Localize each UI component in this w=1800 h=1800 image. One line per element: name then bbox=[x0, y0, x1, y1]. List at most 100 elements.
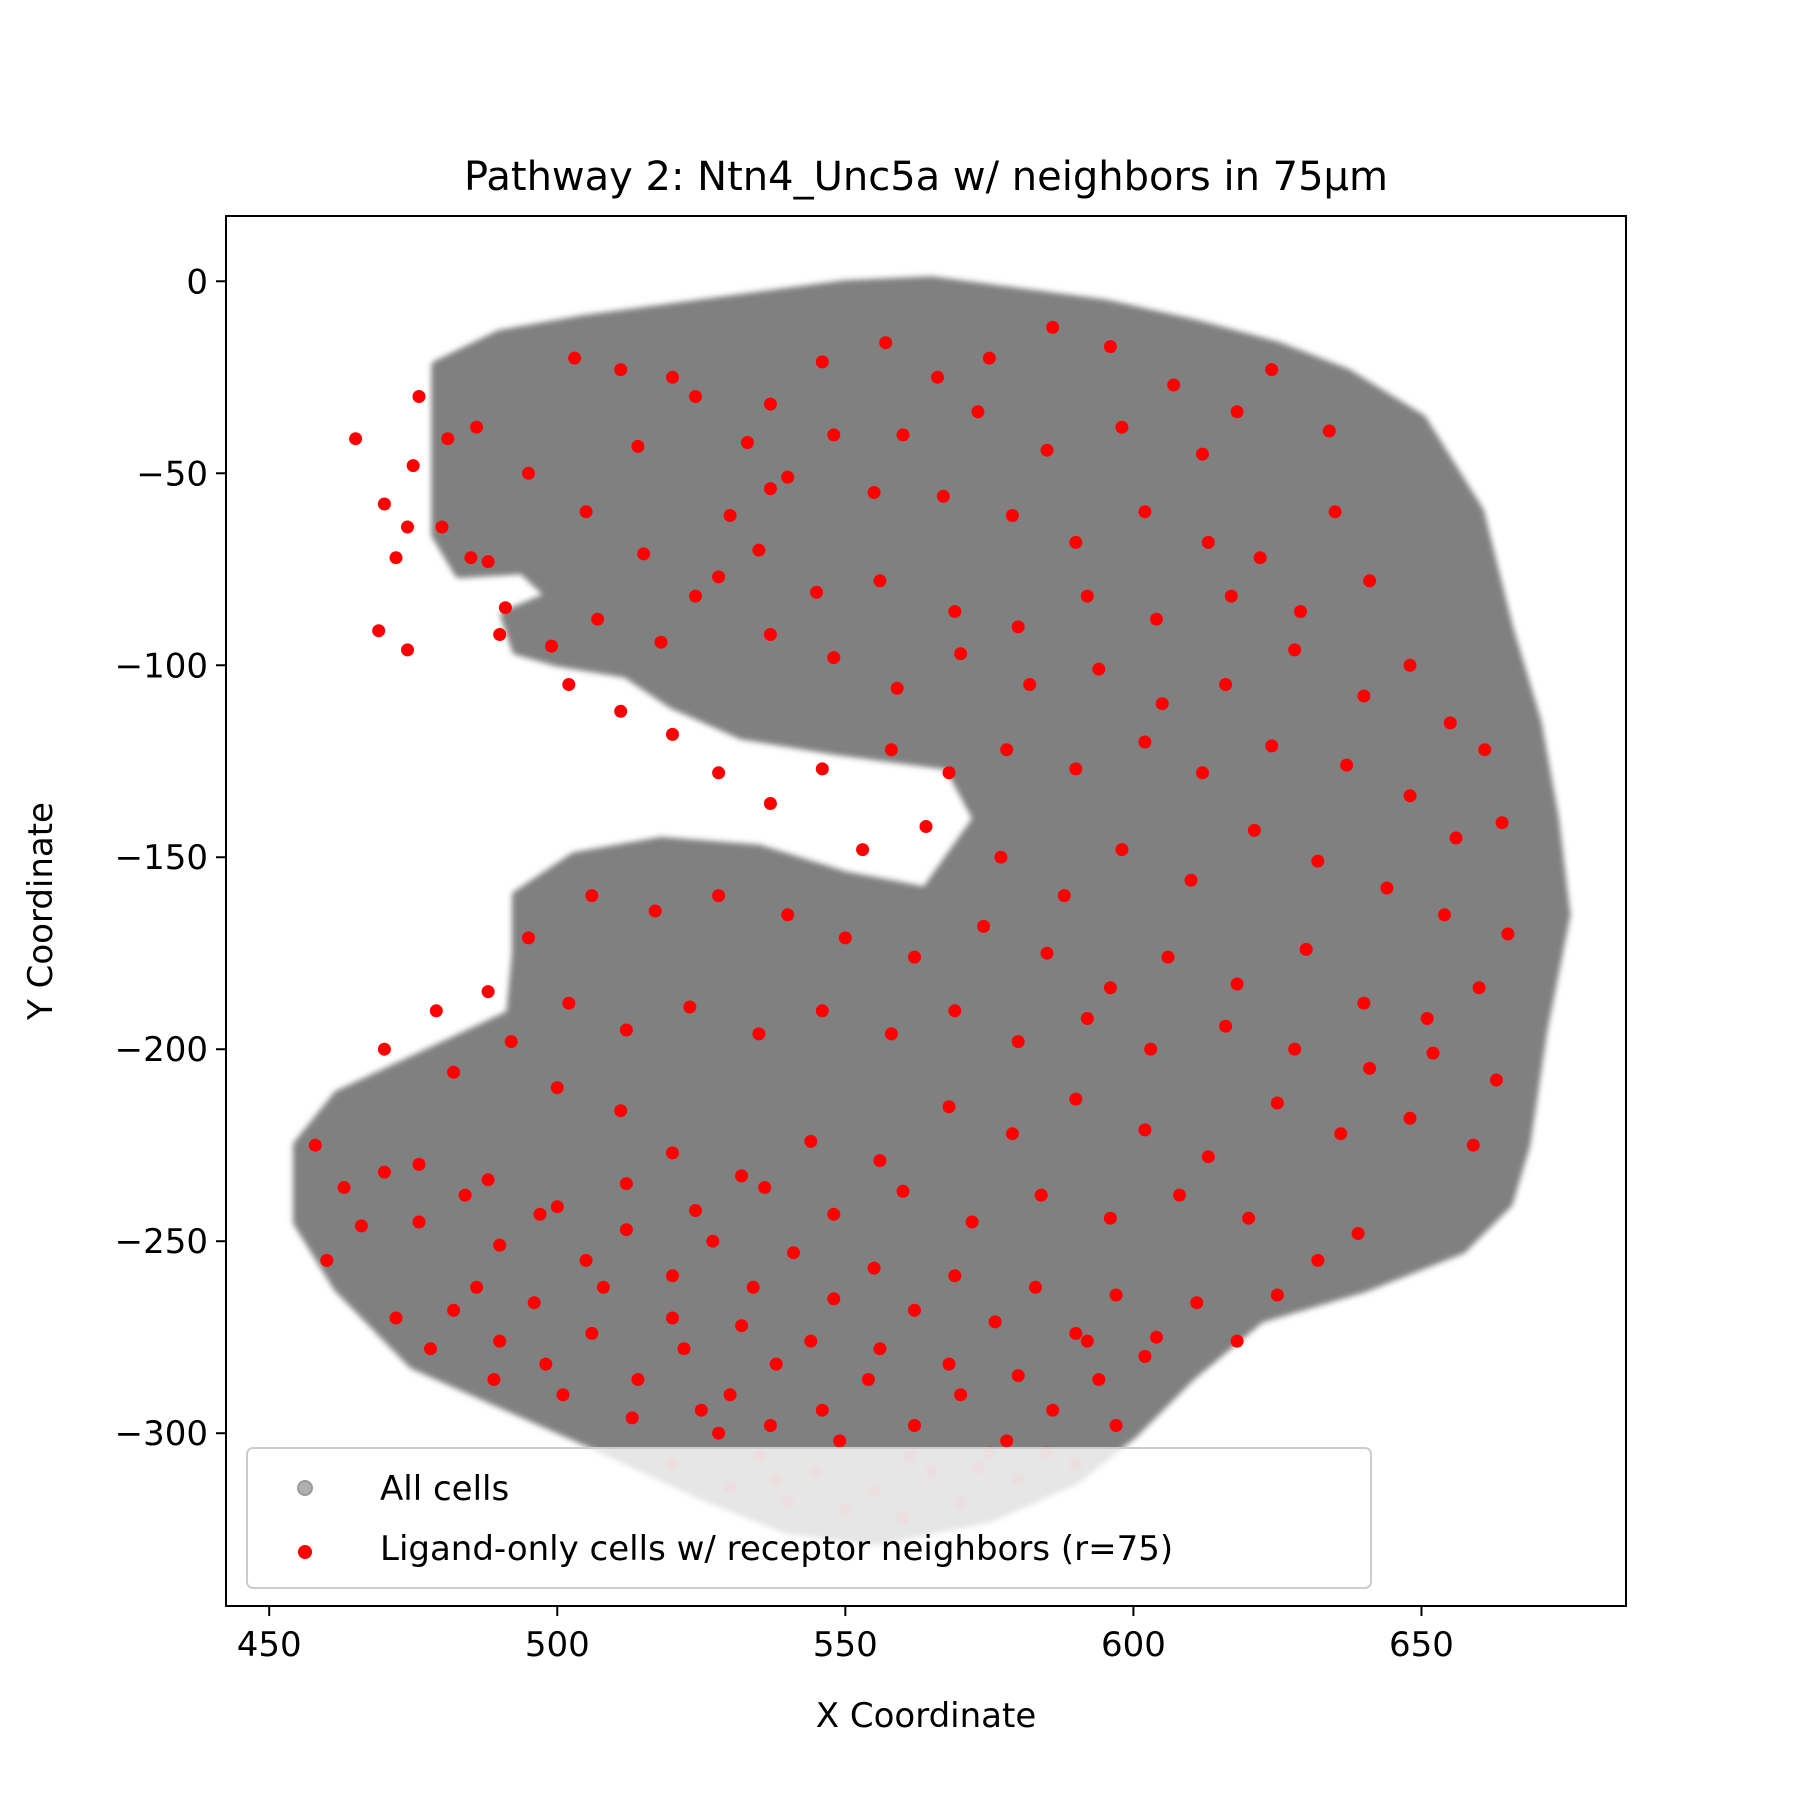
ligand-cell-point bbox=[1270, 1288, 1284, 1302]
ligand-cell-point bbox=[591, 612, 605, 626]
ligand-cell-point bbox=[1340, 758, 1354, 772]
ligand-cell-point bbox=[1144, 1042, 1158, 1056]
ligand-cell-point bbox=[596, 1280, 610, 1294]
ligand-cell-point bbox=[1069, 1326, 1083, 1340]
ligand-cell-point bbox=[614, 363, 628, 377]
ligand-cell-point bbox=[827, 428, 841, 442]
ligand-cell-point bbox=[954, 1388, 968, 1402]
ligand-cell-point bbox=[666, 370, 679, 384]
ligand-cell-point bbox=[763, 1419, 777, 1432]
ligand-cell-point bbox=[1288, 1042, 1302, 1056]
ligand-cell-point bbox=[1230, 405, 1244, 419]
ligand-cell-point bbox=[1150, 1330, 1163, 1344]
ligand-cell-point bbox=[867, 486, 881, 499]
ligand-cell-point bbox=[908, 950, 921, 964]
ligand-cell-point bbox=[1334, 1127, 1348, 1141]
ligand-cell-point bbox=[412, 1215, 426, 1229]
ligand-cell-point bbox=[763, 482, 777, 496]
ligand-cell-point bbox=[1426, 1046, 1440, 1060]
ligand-cell-point bbox=[389, 551, 403, 565]
ligand-cell-point bbox=[349, 432, 363, 446]
ligand-cell-point bbox=[522, 931, 535, 945]
ligand-cell-point bbox=[1265, 739, 1279, 753]
ligand-cell-point bbox=[545, 639, 558, 653]
y-tick-label: −150 bbox=[115, 838, 208, 878]
ligand-cell-point bbox=[1230, 977, 1244, 991]
ligand-cell-point bbox=[971, 405, 985, 419]
ligand-cell-point bbox=[522, 466, 535, 480]
x-tick-label: 500 bbox=[525, 1625, 590, 1665]
ligand-cell-point bbox=[1449, 831, 1463, 845]
ligand-cell-point bbox=[1103, 981, 1117, 995]
y-tick-label: 0 bbox=[186, 262, 208, 302]
ligand-cell-point bbox=[1472, 981, 1486, 995]
ligand-cell-point bbox=[1242, 1211, 1256, 1225]
y-axis-label: Y Coordinate bbox=[21, 802, 61, 1021]
ligand-cell-point bbox=[1363, 1061, 1377, 1075]
ligand-cell-point bbox=[470, 1280, 484, 1294]
ligand-cell-point bbox=[1011, 1035, 1025, 1049]
chart-title: Pathway 2: Ntn4_Unc5a w/ neighbors in 75… bbox=[464, 154, 1388, 200]
ligand-cell-point bbox=[1138, 1123, 1152, 1137]
ligand-cell-point bbox=[412, 1157, 426, 1171]
ligand-cell-point bbox=[377, 1042, 391, 1056]
ligand-cell-point bbox=[712, 766, 726, 780]
ligand-cell-point bbox=[873, 574, 887, 588]
ligand-cell-point bbox=[908, 1419, 921, 1432]
ligand-cell-point bbox=[689, 1204, 702, 1217]
ligand-cell-point bbox=[1357, 689, 1371, 703]
ligand-cell-point bbox=[1190, 1296, 1204, 1310]
ligand-cell-point bbox=[481, 1173, 495, 1187]
ligand-cell-point bbox=[758, 1181, 772, 1194]
ligand-cell-point bbox=[1138, 735, 1152, 749]
ligand-cell-point bbox=[1201, 535, 1215, 549]
ligand-cell-point bbox=[804, 1134, 818, 1148]
y-tick-label: −300 bbox=[115, 1414, 208, 1454]
ligand-cell-point bbox=[694, 1403, 708, 1417]
ligand-cell-point bbox=[1219, 678, 1233, 691]
x-axis: 450 500 550 600 650 bbox=[237, 1606, 1454, 1665]
ligand-cell-point bbox=[493, 628, 507, 641]
ligand-cell-point bbox=[1080, 589, 1094, 603]
ligand-cell-point bbox=[827, 1292, 841, 1306]
ligand-cell-point bbox=[666, 1311, 679, 1325]
ligand-cell-point bbox=[619, 1223, 633, 1237]
ligand-cell-point bbox=[1495, 816, 1509, 830]
ligand-cell-point bbox=[493, 1334, 507, 1348]
ligand-cell-point bbox=[568, 351, 582, 365]
ligand-cell-point bbox=[1000, 1434, 1014, 1448]
ligand-cell-point bbox=[810, 585, 823, 599]
ligand-cell-point bbox=[1351, 1227, 1365, 1240]
ligand-cell-point bbox=[712, 570, 726, 584]
ligand-cell-point bbox=[677, 1342, 691, 1356]
ligand-cell-point bbox=[1011, 1369, 1025, 1383]
ligand-cell-point bbox=[579, 505, 593, 519]
ligand-cell-point bbox=[827, 651, 841, 665]
ligand-cell-point bbox=[769, 1357, 783, 1371]
ligand-cell-point bbox=[1403, 658, 1417, 672]
ligand-cell-point bbox=[666, 1146, 679, 1160]
ligand-cell-point bbox=[919, 820, 933, 833]
legend-marker-ligand-cells bbox=[298, 1545, 312, 1559]
ligand-cell-point bbox=[1057, 889, 1071, 903]
ligand-cell-point bbox=[308, 1138, 322, 1152]
ligand-cell-point bbox=[942, 1100, 956, 1114]
ligand-cell-point bbox=[982, 351, 996, 365]
ligand-cell-point bbox=[1034, 1188, 1048, 1202]
ligand-cell-point bbox=[1311, 1253, 1325, 1267]
ligand-cell-point bbox=[1115, 420, 1129, 434]
ligand-cell-point bbox=[890, 681, 904, 695]
ligand-cell-point bbox=[988, 1315, 1002, 1329]
ligand-cell-point bbox=[1040, 946, 1054, 960]
ligand-cell-point bbox=[1489, 1073, 1503, 1087]
ligand-cell-point bbox=[1161, 950, 1175, 964]
ligand-cell-point bbox=[763, 628, 777, 641]
y-tick-label: −50 bbox=[136, 454, 208, 494]
ligand-cell-point bbox=[447, 1303, 461, 1317]
ligand-cell-point bbox=[873, 1342, 887, 1356]
ligand-cell-point bbox=[631, 1373, 645, 1386]
ligand-cell-point bbox=[614, 704, 628, 718]
ligand-cell-point bbox=[1184, 873, 1198, 887]
ligand-cell-point bbox=[389, 1311, 403, 1325]
ligand-cell-point bbox=[1196, 766, 1209, 780]
